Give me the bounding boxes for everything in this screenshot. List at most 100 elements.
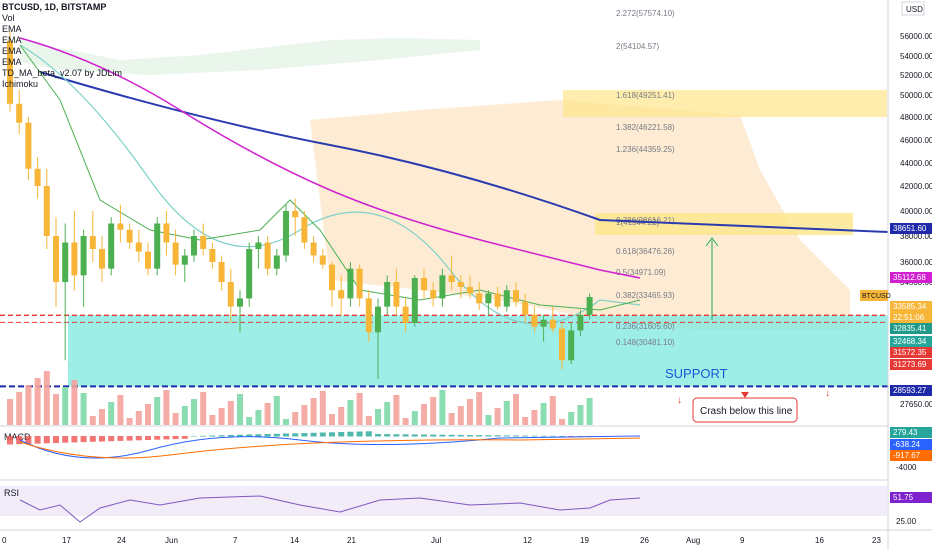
volume-bar (108, 402, 115, 425)
indicator-vol[interactable]: Vol (2, 13, 15, 23)
volume-bar (375, 409, 381, 425)
volume-bar (172, 413, 179, 425)
macd-hist-bar (549, 435, 556, 437)
volume-bar (25, 385, 32, 425)
macd-hist-bar (80, 436, 87, 443)
fib-zone-upper (563, 90, 887, 117)
price-tick-label: 50000.00 (900, 91, 932, 100)
price-tick-label: 40000.00 (900, 207, 932, 216)
ichimoku-cloud-orange (310, 100, 850, 330)
target-arrow-head (705, 237, 719, 247)
volume-bar (80, 393, 87, 425)
candle-body (108, 223, 115, 269)
volume-bar (411, 411, 418, 425)
macd-hist-bar (227, 435, 234, 437)
volume-bar (319, 391, 326, 425)
candle-body (513, 290, 519, 302)
macd-hist-bar (16, 436, 23, 445)
macd-hist-bar (365, 431, 372, 437)
price-tag (890, 359, 932, 370)
price-tag-text: 32468.34 (893, 337, 927, 346)
rsi-label: RSI (4, 488, 19, 498)
candle-body (34, 168, 41, 186)
volume-bar (540, 403, 547, 425)
price-tag (890, 385, 932, 396)
price-tag-symbol-text: BTCUSD (862, 293, 891, 300)
macd-hist-bar (246, 434, 253, 437)
indicator-ema-2[interactable]: EMA (2, 35, 22, 45)
price-tick-label: 54000.00 (900, 52, 932, 61)
rsi-value-tag (890, 492, 932, 503)
crash-box-text: Crash below this line (700, 406, 793, 417)
candle-body (549, 319, 556, 329)
date-tick-label: 0 (2, 536, 7, 545)
volume-bar (218, 408, 225, 425)
candle-body (283, 211, 289, 256)
rsi-line (19, 495, 641, 523)
price-tag-text: 31273.69 (893, 360, 927, 369)
date-tick-label: 21 (347, 536, 356, 545)
candle-body (191, 236, 197, 256)
indicator-ichimoku[interactable]: Ichimoku (2, 79, 39, 89)
candle-body (80, 236, 87, 276)
candle-body (503, 290, 510, 307)
price-tag (890, 312, 932, 323)
macd-hist-bar (421, 434, 427, 437)
rsi-tick-label: 25.00 (896, 517, 917, 526)
candle-body (255, 242, 262, 249)
macd-hist-bar (145, 436, 151, 440)
macd-hist-bar (283, 433, 289, 437)
candle-body (421, 278, 427, 291)
fib-label: 0.5(34971.09) (616, 268, 666, 277)
macd-hist-bar (62, 436, 69, 443)
candle-body (117, 223, 124, 230)
macd-hist-bar (117, 436, 124, 441)
macd-value-text: 279.43 (893, 428, 918, 437)
price-tag-text: 22:51:06 (893, 313, 925, 322)
indicator-td[interactable]: TD_MA_beta_v2.07 by JDLim (2, 68, 123, 78)
candle-body (586, 297, 593, 315)
volume-bar (522, 417, 529, 425)
price-tag (890, 272, 932, 283)
candle-body (439, 275, 446, 299)
macd-hist-bar (237, 434, 243, 437)
macd-hist-bar (89, 436, 96, 442)
candle-body (89, 236, 96, 249)
macd-hist-bar (457, 434, 464, 437)
indicator-ema-4[interactable]: EMA (2, 57, 22, 67)
fib-label: 0.618(36476.26) (616, 247, 675, 256)
indicator-ema-1[interactable]: EMA (2, 24, 22, 34)
price-tick-label: 48000.00 (900, 113, 932, 122)
macd-value-tag (890, 450, 932, 461)
volume-bar (457, 406, 464, 425)
volume-bar (513, 394, 519, 425)
volume-bar (393, 395, 400, 425)
price-tag-symbol (860, 290, 888, 301)
candle-body (485, 293, 492, 304)
volume-bar (264, 403, 271, 425)
candle-body (273, 255, 280, 269)
symbol-line[interactable]: BTCUSD, 1D, BITSTAMP (2, 2, 107, 12)
candle-body (531, 314, 538, 327)
candle-body (347, 268, 354, 299)
indicator-ema-3[interactable]: EMA (2, 46, 22, 56)
candle-body (264, 242, 271, 269)
volume-bar (476, 392, 483, 425)
volume-bar (71, 380, 78, 425)
ema-magenta-line (19, 37, 641, 279)
candle-body (71, 242, 78, 276)
macd-tick-label: -4000 (896, 463, 917, 472)
candle-body (200, 236, 207, 249)
volume-bar (402, 418, 409, 425)
volume-bar (531, 410, 538, 425)
candle-body (329, 264, 335, 291)
volume-bar (145, 404, 151, 425)
volume-bar (7, 399, 13, 425)
candle-body (522, 301, 529, 315)
macd-hist-bar (356, 431, 363, 437)
fib-label: 1.382(46221.58) (616, 123, 675, 132)
candle-body (43, 186, 50, 236)
price-tick-label: 46000.00 (900, 136, 932, 145)
